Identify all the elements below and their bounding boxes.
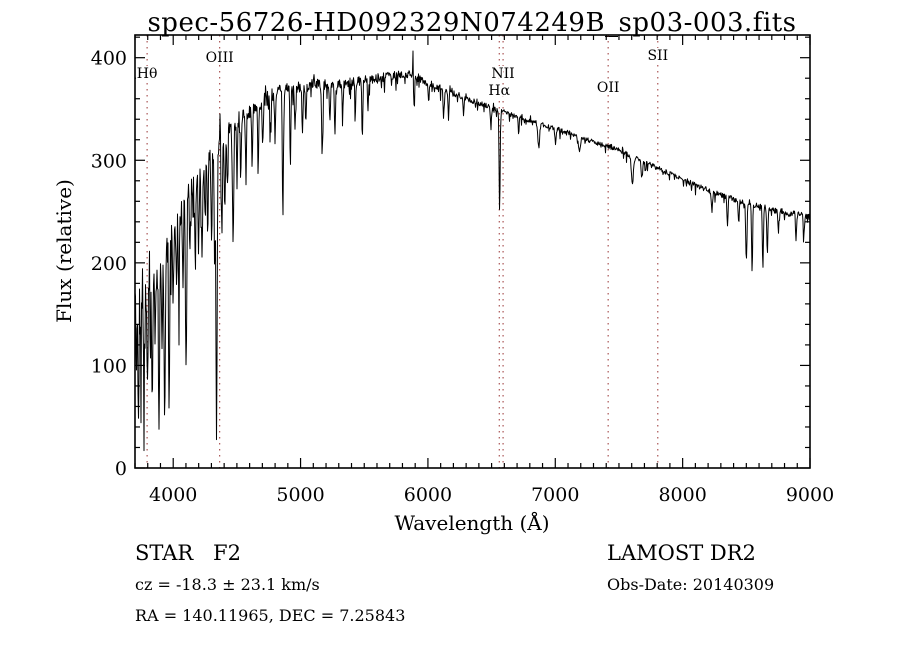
x-tick-label: 6000 bbox=[404, 484, 452, 506]
object-class-label: STAR bbox=[135, 541, 194, 565]
x-tick-label: 5000 bbox=[276, 484, 324, 506]
spectral-line-markers bbox=[146, 35, 659, 468]
survey-label: LAMOST DR2 bbox=[607, 541, 756, 565]
x-tick-label: 4000 bbox=[149, 484, 197, 506]
x-tick-label: 8000 bbox=[658, 484, 706, 506]
spectral-line-label: SII bbox=[647, 48, 668, 64]
obs-date-value: Obs-Date: 20140309 bbox=[607, 575, 774, 594]
spectral-line-label: OII bbox=[597, 80, 620, 96]
x-tick-label: 9000 bbox=[786, 484, 834, 506]
y-tick-label: 0 bbox=[115, 458, 127, 480]
object-subclass-label: F2 bbox=[213, 541, 241, 565]
y-tick-label: 200 bbox=[91, 253, 127, 275]
spectrum-curve bbox=[134, 50, 811, 452]
plot-box bbox=[134, 34, 811, 469]
axis-tick-labels: 4000 5000 6000 7000 8000 9000 0 100 200 300 400 bbox=[91, 48, 834, 506]
cz-value: cz = -18.3 ± 23.1 km/s bbox=[135, 575, 320, 594]
y-axis-label: Flux (relative) bbox=[52, 179, 76, 323]
plot-title: spec-56726-HD092329N074249B_sp03-003.fit… bbox=[147, 8, 796, 38]
axis-ticks bbox=[134, 35, 811, 469]
spectral-line-label: Hα bbox=[488, 83, 510, 99]
y-tick-label: 100 bbox=[91, 355, 127, 377]
y-tick-label: 300 bbox=[91, 150, 127, 172]
ra-dec-value: RA = 140.11965, DEC = 7.25843 bbox=[135, 606, 405, 625]
spectral-line-label: OIII bbox=[206, 50, 234, 66]
y-tick-label: 400 bbox=[91, 48, 127, 70]
x-tick-label: 7000 bbox=[531, 484, 579, 506]
x-axis-label: Wavelength (Å) bbox=[394, 510, 549, 535]
spectral-line-label: NII bbox=[491, 66, 514, 82]
spectral-line-label: Hθ bbox=[137, 66, 158, 82]
